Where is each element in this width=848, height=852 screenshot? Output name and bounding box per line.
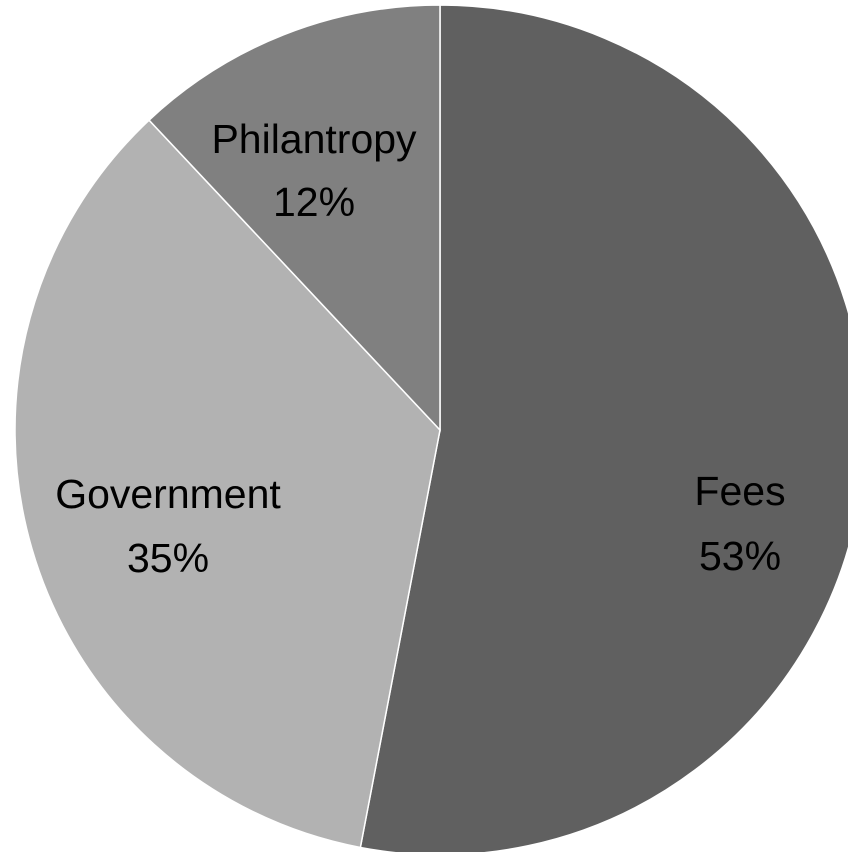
slice-label-fees: Fees	[694, 468, 785, 514]
slice-value-philantropy: 12%	[273, 179, 355, 225]
slice-value-government: 35%	[127, 535, 209, 581]
slice-label-philantropy: Philantropy	[211, 116, 417, 162]
slice-value-fees: 53%	[699, 533, 781, 579]
slice-label-government: Government	[55, 471, 281, 517]
pie-slices	[15, 5, 848, 852]
